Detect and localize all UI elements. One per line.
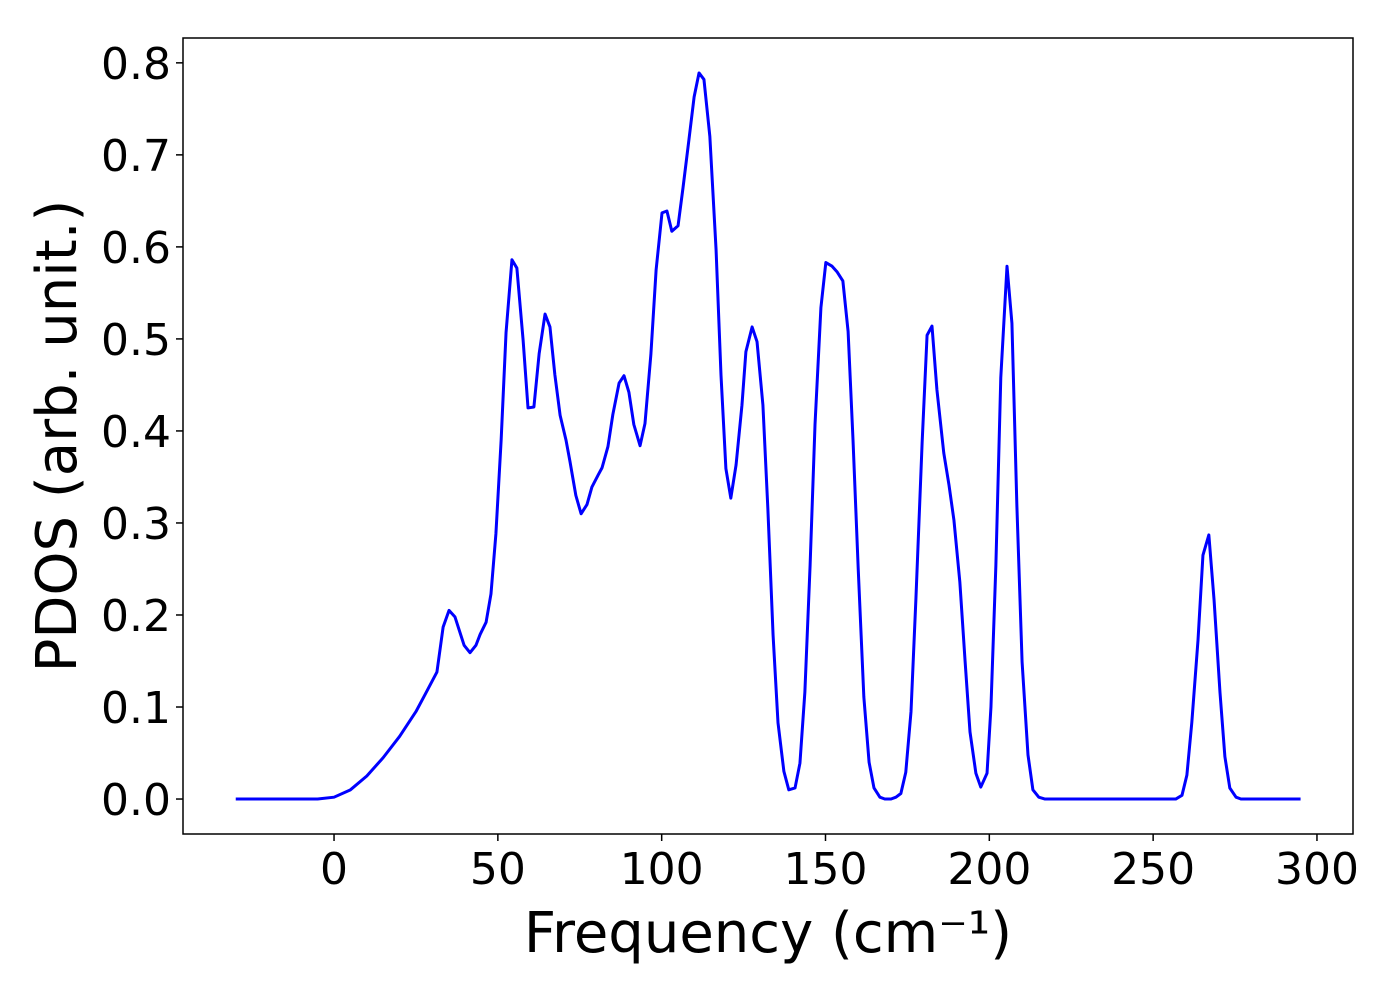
x-tick-label: 250 (1111, 844, 1195, 895)
x-tick-label: 200 (947, 844, 1031, 895)
x-axis-label: Frequency (cm⁻¹) (524, 901, 1012, 966)
y-tick-label: 0.1 (101, 683, 171, 734)
x-tick-label: 100 (620, 844, 704, 895)
y-tick-label: 0.2 (101, 591, 171, 642)
y-tick-label: 0.8 (101, 39, 171, 90)
y-axis-label: PDOS (arb. unit.) (25, 200, 90, 673)
y-tick-label: 0.6 (101, 223, 171, 274)
data-line (235, 71, 1301, 801)
y-tick-label: 0.5 (101, 315, 171, 366)
y-tick-label: 0.4 (101, 407, 171, 458)
x-tick-label: 150 (784, 844, 868, 895)
plot-frame (182, 37, 1354, 835)
y-tick-label: 0.3 (101, 499, 171, 550)
x-tick-label: 300 (1275, 844, 1359, 895)
x-tick-label: 0 (320, 844, 348, 895)
x-tick-label: 50 (470, 844, 526, 895)
y-tick-label: 0.0 (101, 775, 171, 826)
y-tick-label: 0.7 (101, 131, 171, 182)
